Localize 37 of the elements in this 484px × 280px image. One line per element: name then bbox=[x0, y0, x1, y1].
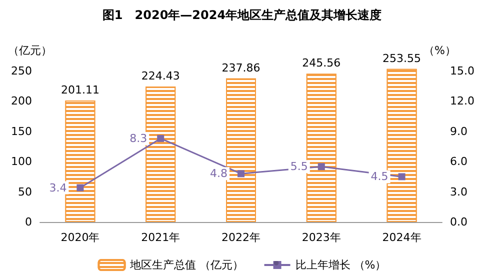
y2-tick-label: 3.0 bbox=[450, 185, 468, 198]
data-label: 201.11 bbox=[60, 84, 100, 97]
y-tick-label: 0 bbox=[25, 216, 32, 228]
y2-tick-label: 12.0 bbox=[450, 94, 474, 108]
point bbox=[318, 163, 325, 170]
data-label: 245.56 bbox=[302, 56, 341, 70]
data-label: 5.5 bbox=[290, 160, 308, 174]
x-tick-label: 2020年 bbox=[60, 231, 100, 244]
point bbox=[157, 134, 164, 142]
point bbox=[398, 173, 406, 180]
y-tick-label: 100 bbox=[11, 155, 32, 168]
y2-axis-title: （%） bbox=[424, 44, 456, 57]
y-tick-label: 150 bbox=[11, 124, 32, 138]
x-tick-label: 2022年 bbox=[222, 231, 260, 244]
y2-tick-label: 9.0 bbox=[450, 124, 468, 138]
legend-label: 比上年增长 （%） bbox=[295, 258, 386, 272]
point bbox=[238, 170, 244, 178]
legend-label: 地区生产总值 （亿元） bbox=[128, 258, 244, 272]
data-label: 3.4 bbox=[49, 181, 67, 194]
chart-title: 图1 2020年—2024年地区生产总值及其增长速度 bbox=[102, 8, 382, 22]
y2-tick-label: 15.0 bbox=[450, 64, 474, 78]
data-label: 4.5 bbox=[370, 170, 388, 184]
data-label: 237.86 bbox=[222, 61, 260, 74]
y2-tick-label: 6.0 bbox=[450, 155, 468, 168]
x-tick-label: 2023年 bbox=[302, 231, 341, 244]
y-tick-label: 200 bbox=[11, 94, 32, 108]
data-label: 253.55 bbox=[382, 52, 422, 65]
y2-tick-label: 0.0 bbox=[450, 216, 468, 228]
point bbox=[76, 184, 84, 192]
y-tick-label: 250 bbox=[11, 64, 32, 78]
y-axis-title: （亿元） bbox=[8, 44, 52, 57]
x-tick-label: 2021年 bbox=[141, 231, 180, 244]
data-label: 224.43 bbox=[141, 69, 180, 82]
data-label: 4.8 bbox=[210, 167, 228, 180]
x-tick-label: 2024年 bbox=[382, 231, 422, 244]
y-tick-label: 50 bbox=[18, 185, 32, 198]
data-label: 8.3 bbox=[130, 132, 148, 145]
